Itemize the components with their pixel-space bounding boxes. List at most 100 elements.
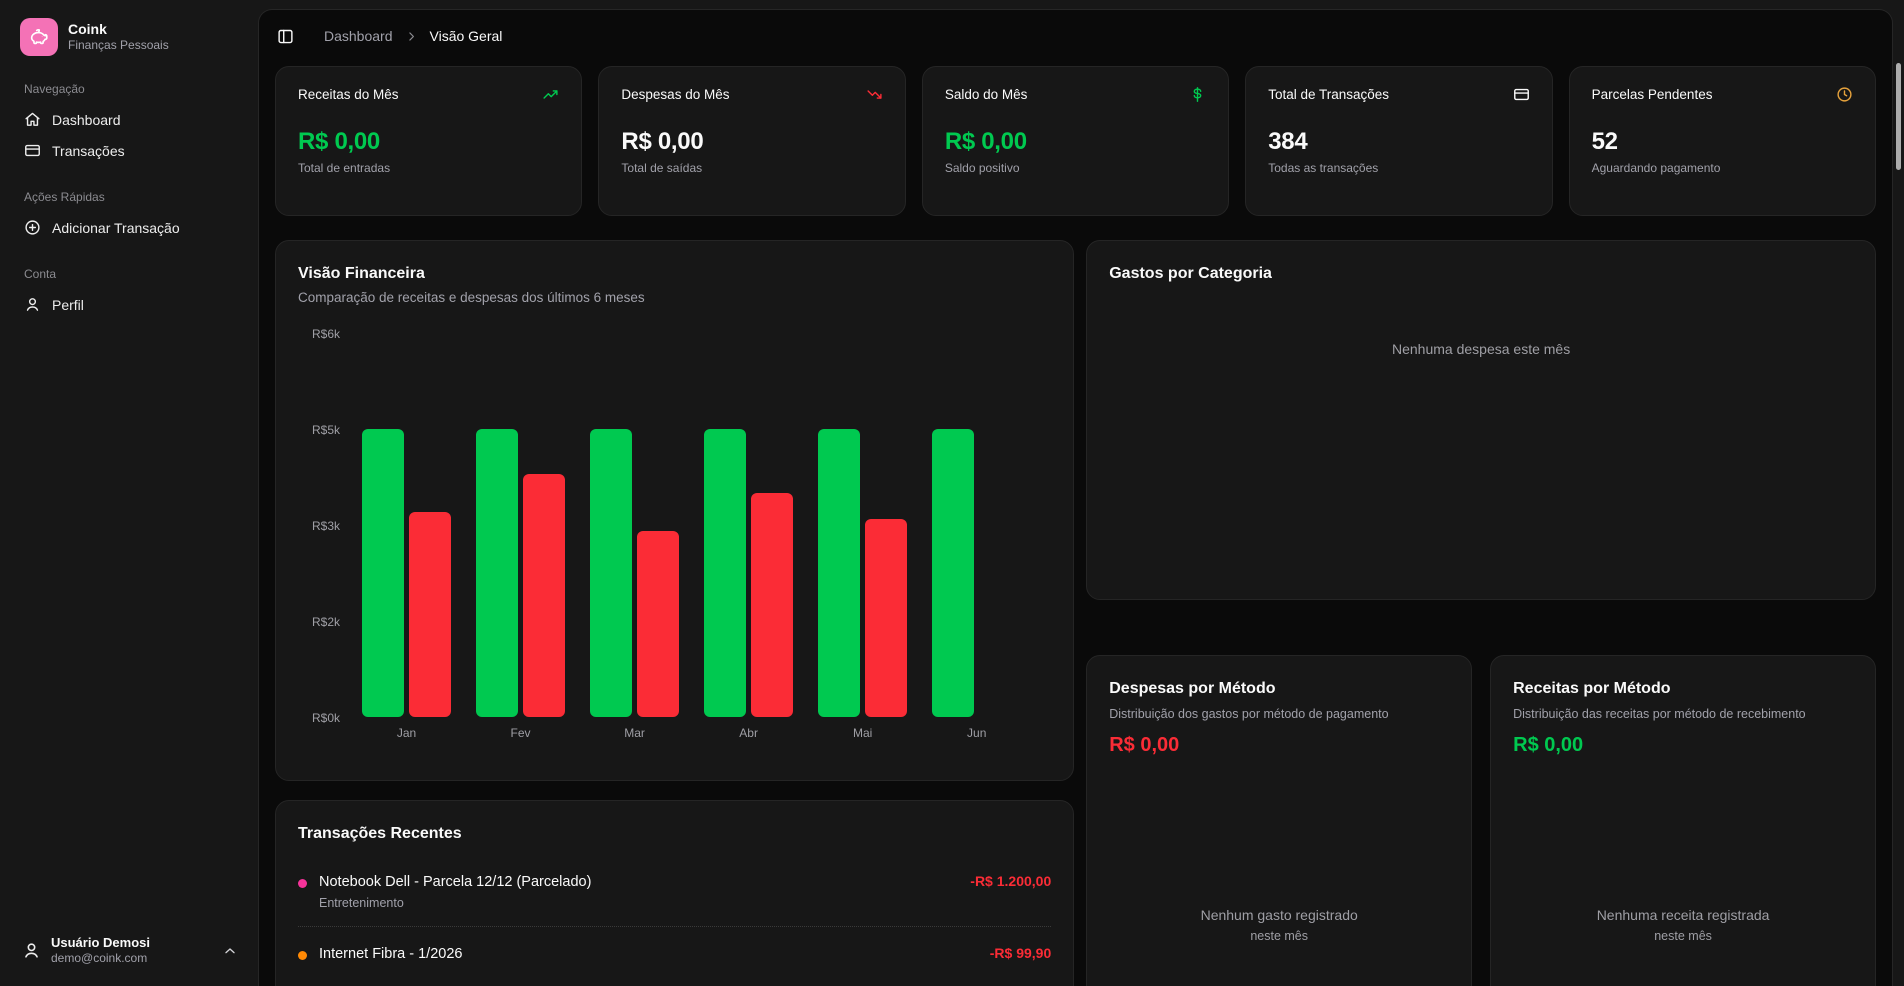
trending-down-icon (866, 86, 883, 103)
stat-value: 52 (1591, 128, 1618, 155)
stat-card-receitas: Receitas do Mês R$ 0,00 Total de entrada… (275, 66, 583, 216)
left-column: Visão Financeira Comparação de receitas … (275, 240, 1075, 986)
coink-pig-logo-icon (20, 18, 58, 56)
transaction-title: Notebook Dell - Parcela 12/12 (Parcelado… (319, 874, 592, 890)
sidebar-item-dashboard[interactable]: Dashboard (16, 104, 244, 135)
sidebar-item-adicionar-transacao[interactable]: Adicionar Transação (16, 212, 244, 243)
empty-state-line2: neste mês (1654, 929, 1712, 943)
sidebar-item-label: Perfil (52, 296, 84, 313)
vertical-scrollbar[interactable] (1896, 63, 1901, 170)
stat-value: R$ 0,00 (621, 128, 704, 155)
dollar-icon (1189, 86, 1206, 103)
receitas-bar (704, 429, 747, 717)
despesas-bar (523, 473, 566, 717)
chart-months: Jan Fev Mar Abr Mai Jun (362, 726, 1051, 740)
empty-state-line2: neste mês (1250, 929, 1309, 943)
category-card-title: Gastos por Categoria (1109, 265, 1272, 282)
receitas-bar (362, 429, 404, 717)
stat-title: Receitas do Mês (298, 87, 399, 102)
app-subtitle: Finanças Pessoais (68, 38, 169, 52)
transaction-amount: -R$ 1.200,00 (970, 873, 1052, 889)
stat-value: 384 (1268, 128, 1308, 155)
breadcrumb-current-page: Visão Geral (429, 28, 503, 44)
sidebar-item-label: Adicionar Transação (52, 219, 180, 236)
stat-card-saldo: Saldo do Mês R$ 0,00 Saldo positivo (921, 66, 1230, 216)
receitas-bar (476, 429, 519, 717)
category-dot-icon (298, 879, 307, 888)
chart-subtitle: Comparação de receitas e despesas dos úl… (298, 290, 645, 305)
house-icon (24, 111, 41, 128)
credit-card-icon (1513, 86, 1530, 103)
receitas-bar (818, 429, 861, 717)
transaction-row: Notebook Dell - Parcela 12/12 (Parcelado… (298, 873, 1051, 910)
financial-overview-card: Visão Financeira Comparação de receitas … (275, 240, 1075, 781)
expenses-by-method-card: Despesas por Método Distribuição dos gas… (1086, 655, 1473, 986)
method-card-subtitle: Distribuição dos gastos por método de pa… (1109, 707, 1389, 721)
chart-ylabels: R$0k R$2k R$3k R$5k R$6k (298, 327, 354, 725)
method-card-title: Despesas por Método (1109, 680, 1276, 697)
credit-card-icon (24, 142, 41, 159)
stat-subtitle: Todas as transações (1268, 161, 1379, 175)
sidebar-section-navegacao: Navegação (24, 82, 85, 96)
receitas-bar (590, 429, 633, 717)
topbar: Dashboard Visão Geral (259, 10, 1892, 62)
transaction-title: Internet Fibra - 1/2026 (319, 946, 463, 962)
methods-row: Despesas por Método Distribuição dos gas… (1086, 655, 1877, 986)
bar-group (932, 429, 1021, 717)
x-axis-tick-label: Mai (853, 726, 873, 740)
chevron-up-icon (222, 943, 238, 959)
stat-title: Total de Transações (1268, 87, 1390, 102)
method-card-subtitle: Distribuição das receitas por método de … (1513, 707, 1806, 721)
sidebar: Coink Finanças Pessoais Navegação Dashbo… (0, 0, 258, 986)
user-menu-trigger[interactable]: Usuário Demosi demo@coink.com (14, 929, 246, 972)
transaction-category: Entretenimento (319, 896, 404, 910)
breadcrumb: Dashboard Visão Geral (324, 28, 502, 44)
stat-value: R$ 0,00 (944, 128, 1027, 155)
y-axis-tick-label: R$5k (311, 423, 340, 437)
divider (298, 926, 1052, 927)
sidebar-section-conta: Conta (24, 267, 57, 281)
method-empty-state: Nenhum gasto registrado neste mês (1109, 907, 1449, 943)
sidebar-item-transacoes[interactable]: Transações (16, 135, 244, 166)
main-content: Receitas do Mês R$ 0,00 Total de entrada… (259, 62, 1892, 986)
breadcrumb-dashboard-link[interactable]: Dashboard (324, 28, 393, 44)
y-axis-tick-label: R$3k (311, 519, 340, 533)
method-card-title: Receitas por Método (1513, 680, 1671, 697)
stat-subtitle: Total de entradas (298, 161, 391, 175)
sidebar-item-label: Transações (52, 142, 125, 159)
income-by-method-card: Receitas por Método Distribuição das rec… (1490, 655, 1877, 986)
despesas-bar (865, 518, 908, 717)
expenses-by-category-card: Gastos por Categoria Nenhuma despesa est… (1086, 240, 1876, 600)
despesas-bar (637, 531, 680, 717)
method-card-value: R$ 0,00 (1513, 734, 1584, 756)
chevron-right-icon (405, 30, 418, 43)
sidebar-item-perfil[interactable]: Perfil (16, 289, 244, 320)
user-icon (22, 941, 41, 960)
x-axis-tick-label: Mar (624, 726, 645, 740)
stat-card-total-transacoes: Total de Transações 384 Todas as transaç… (1245, 66, 1553, 216)
chart-title: Visão Financeira (298, 265, 425, 282)
transaction-row: Internet Fibra - 1/2026 -R$ 99,90 (298, 945, 1051, 968)
chart-area: R$0k R$2k R$3k R$5k R$6k Jan Fev Mar Abr Mai Jun (298, 327, 1051, 740)
y-axis-tick-label: R$2k (311, 615, 340, 629)
transaction-amount: -R$ 99,90 (989, 945, 1052, 961)
x-axis-tick-label: Jun (967, 726, 987, 740)
bar-group (362, 429, 451, 717)
bar-group (476, 429, 566, 717)
y-axis-tick-label: R$6k (311, 327, 340, 341)
despesas-bar (409, 512, 451, 717)
recent-transactions-card: Transações Recentes Notebook Dell - Parc… (275, 800, 1075, 986)
recent-transactions-title: Transações Recentes (298, 825, 462, 842)
plus-circle-icon (24, 219, 41, 236)
stat-subtitle: Total de saídas (621, 161, 703, 175)
receitas-bar (932, 429, 975, 717)
x-axis-tick-label: Abr (739, 726, 758, 740)
method-card-value: R$ 0,00 (1109, 734, 1180, 756)
user-icon (24, 296, 41, 313)
stat-value: R$ 0,00 (298, 128, 380, 155)
sidebar-toggle-button[interactable] (277, 28, 294, 45)
app-logo: Coink Finanças Pessoais (16, 16, 244, 58)
stats-row: Receitas do Mês R$ 0,00 Total de entrada… (275, 66, 1877, 216)
bar-group (590, 429, 680, 717)
